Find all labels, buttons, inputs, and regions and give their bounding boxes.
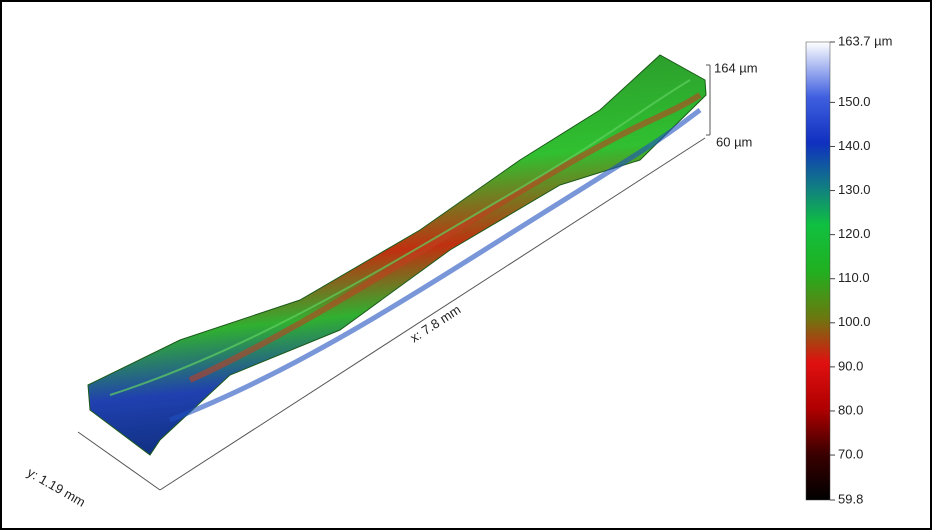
surface-plot: 164 µm 60 µm x: 7.8 mm y: 1.19 mm 163.7 …: [0, 0, 932, 530]
colorbar: [806, 42, 830, 500]
frame: [1, 1, 931, 529]
colorbar-tick-label: 70.0: [838, 446, 863, 461]
colorbar-tick-label: 150.0: [838, 94, 871, 109]
colorbar-tick-label: 130.0: [838, 182, 871, 197]
colorbar-tick-label: 100.0: [838, 314, 871, 329]
surface: [88, 55, 706, 455]
colorbar-tick-label: 163.7 µm: [838, 33, 892, 48]
colorbar-tick-label: 59.8: [838, 491, 863, 506]
y-axis-label: y: 1.19 mm: [25, 465, 88, 510]
z-bottom-label: 60 µm: [716, 134, 752, 149]
colorbar-tick-label: 90.0: [838, 358, 863, 373]
x-axis-label: x: 7.8 mm: [407, 302, 463, 346]
z-top-label: 164 µm: [714, 60, 758, 75]
x-axis: [160, 138, 705, 490]
colorbar-tick-label: 110.0: [838, 270, 870, 285]
colorbar-tick-label: 140.0: [838, 138, 871, 153]
colorbar-tick-label: 120.0: [838, 226, 871, 241]
colorbar-tick-label: 80.0: [838, 402, 863, 417]
